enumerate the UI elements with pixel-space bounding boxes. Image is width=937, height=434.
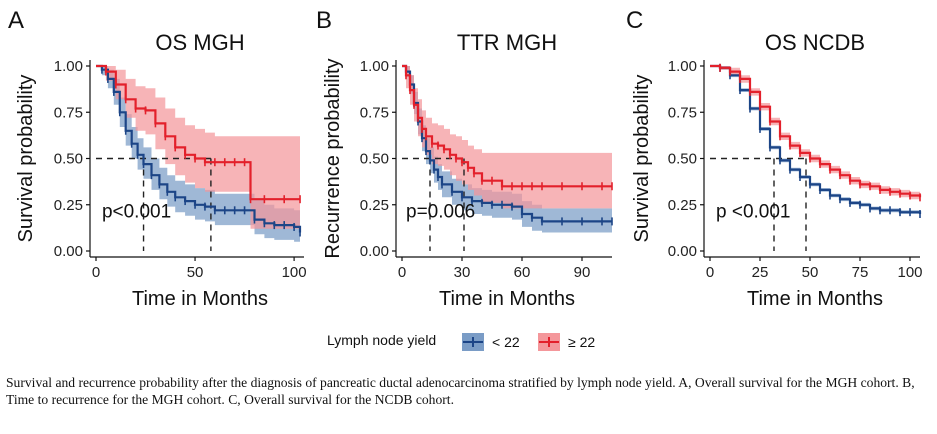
legend-item-ge22: ≥ 22 bbox=[538, 333, 595, 351]
y-tick-label: 1.00 bbox=[360, 58, 389, 75]
x-tick-label: 60 bbox=[514, 264, 531, 281]
y-axis-label: Survival probability bbox=[15, 75, 37, 243]
legend-label-ge22: ≥ 22 bbox=[568, 334, 595, 350]
y-axis-label: Survival probability bbox=[631, 75, 653, 243]
ci-band-ge22 bbox=[96, 66, 300, 229]
y-tick-label: 0.75 bbox=[668, 104, 697, 121]
x-axis-label: Time in Months bbox=[132, 288, 268, 310]
figure: A OS MGH Survival probability Time in Month… bbox=[8, 7, 923, 351]
x-tick-label: 30 bbox=[454, 264, 471, 281]
panel-letter: C bbox=[626, 7, 643, 34]
ci-band-lt22 bbox=[96, 66, 300, 246]
y-tick-label: 0.00 bbox=[668, 243, 697, 260]
x-tick-label: 50 bbox=[802, 264, 819, 281]
x-tick-label: 0 bbox=[398, 264, 406, 281]
y-tick-label: 0.00 bbox=[54, 243, 83, 260]
panel-letter: A bbox=[8, 7, 24, 34]
x-axis-label: Time in Months bbox=[439, 288, 575, 310]
y-axis-label: Recurrence probability bbox=[322, 58, 344, 258]
x-tick-label: 100 bbox=[897, 264, 922, 281]
figure-caption: Survival and recurrence probability afte… bbox=[6, 375, 915, 407]
legend-item-lt22: < 22 bbox=[462, 333, 520, 351]
legend: Lymph node yield < 22 ≥ 22 bbox=[327, 332, 595, 351]
legend-title: Lymph node yield bbox=[327, 332, 436, 348]
y-tick-label: 0.50 bbox=[360, 151, 389, 168]
panel-a: A OS MGH Survival probability Time in Month… bbox=[8, 7, 307, 310]
chart-title: TTR MGH bbox=[457, 30, 557, 55]
x-tick-label: 50 bbox=[187, 264, 204, 281]
km-line-ge22 bbox=[402, 64, 612, 188]
y-tick-label: 0.00 bbox=[360, 243, 389, 260]
p-value: p<0.001 bbox=[102, 202, 171, 223]
p-value: p <0.001 bbox=[716, 202, 791, 223]
chart-title: OS NCDB bbox=[765, 30, 865, 55]
ci-band-lt22 bbox=[710, 66, 920, 216]
y-tick-label: 0.75 bbox=[54, 104, 83, 121]
y-tick-label: 0.25 bbox=[668, 197, 697, 214]
p-value: p=0.006 bbox=[406, 202, 475, 223]
km-line-ge22 bbox=[96, 64, 300, 201]
y-tick-label: 1.00 bbox=[54, 58, 83, 75]
x-axis-label: Time in Months bbox=[747, 288, 883, 310]
panel-c: C OS NCDB Survival probability Time in Mont… bbox=[626, 7, 923, 310]
x-tick-label: 90 bbox=[574, 264, 591, 281]
y-tick-label: 0.25 bbox=[54, 197, 83, 214]
ci-band-ge22 bbox=[402, 66, 612, 209]
y-tick-label: 0.25 bbox=[360, 197, 389, 214]
ci-band-ge22 bbox=[710, 66, 920, 202]
legend-label-lt22: < 22 bbox=[492, 334, 520, 350]
y-tick-label: 0.50 bbox=[54, 151, 83, 168]
panel-b: B TTR MGH Recurrence probability Time in Mo… bbox=[316, 7, 613, 310]
chart-title: OS MGH bbox=[155, 30, 244, 55]
y-tick-label: 0.50 bbox=[668, 151, 697, 168]
x-tick-label: 0 bbox=[92, 264, 100, 281]
x-tick-label: 100 bbox=[282, 264, 307, 281]
x-tick-label: 0 bbox=[706, 264, 714, 281]
x-tick-label: 75 bbox=[852, 264, 869, 281]
km-line-ge22 bbox=[710, 64, 922, 198]
panel-letter: B bbox=[316, 7, 332, 34]
y-tick-label: 1.00 bbox=[668, 58, 697, 75]
y-tick-label: 0.75 bbox=[360, 104, 389, 121]
x-tick-label: 25 bbox=[752, 264, 769, 281]
